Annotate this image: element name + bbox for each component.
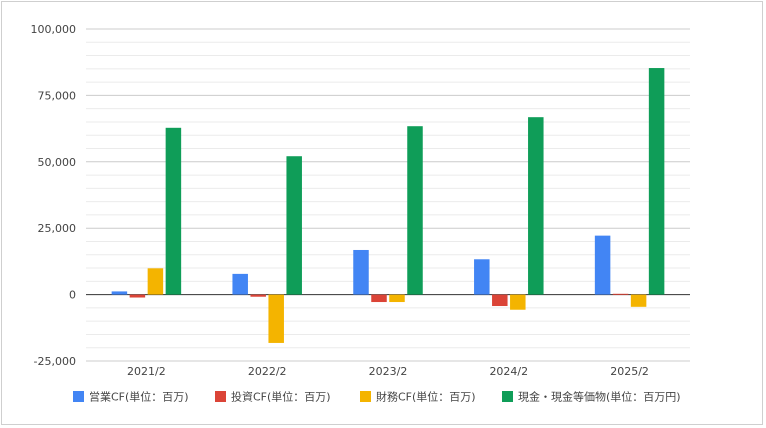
bar-investing-2021-2	[129, 294, 146, 298]
x-tick-label: 2022/2	[248, 365, 287, 378]
bar-operating-2025-2	[594, 235, 611, 295]
legend-swatch	[502, 391, 513, 402]
legend-label: 営業CF(単位：百万)	[89, 390, 189, 404]
y-tick-label: 75,000	[38, 89, 77, 102]
y-tick-label: 50,000	[38, 156, 77, 169]
bar-financing-2023-2	[389, 294, 405, 303]
bar-investing-2024-2	[492, 294, 508, 307]
bar-operating-2022-2	[232, 273, 248, 295]
legend-label: 財務CF(単位：百万)	[376, 390, 476, 404]
bar-operating-2023-2	[353, 249, 369, 295]
x-tick-label: 2023/2	[369, 365, 408, 378]
legend-label: 投資CF(単位：百万)	[231, 390, 331, 404]
x-tick-label: 2025/2	[610, 365, 649, 378]
y-tick-label: 0	[69, 289, 76, 302]
y-tick-label: -25,000	[34, 355, 76, 368]
x-axis-labels: 2021/2 2022/2 2023/2 2024/2 2025/2	[127, 365, 649, 378]
bar-investing-2022-2	[250, 294, 266, 297]
bar-cash-2023-2	[407, 126, 423, 295]
legend-swatch	[215, 391, 226, 402]
y-tick-label: 100,000	[31, 23, 77, 36]
bar-cash-2025-2	[648, 68, 665, 295]
bar-financing-2024-2	[510, 294, 526, 310]
legend-swatch	[73, 391, 84, 402]
bar-investing-2025-2	[612, 293, 629, 295]
bar-cash-2021-2	[165, 127, 182, 295]
bars-group	[111, 68, 665, 343]
bar-financing-2022-2	[268, 294, 284, 343]
bar-cash-2024-2	[528, 117, 544, 295]
bar-cash-2022-2	[286, 156, 302, 295]
grid-lines	[86, 28, 690, 362]
bar-operating-2021-2	[111, 291, 128, 295]
y-tick-label: 25,000	[38, 222, 77, 235]
x-tick-label: 2024/2	[489, 365, 528, 378]
bar-financing-2021-2	[147, 268, 164, 295]
bar-operating-2024-2	[474, 259, 490, 295]
bar-financing-2025-2	[630, 294, 647, 307]
legend: 営業CF(単位：百万) 投資CF(単位：百万) 財務CF(単位：百万) 現金・現金等価…	[73, 390, 681, 404]
legend-swatch	[360, 391, 371, 402]
legend-label: 現金・現金等価物(単位：百万円)	[518, 390, 681, 404]
x-tick-label: 2021/2	[127, 365, 166, 378]
bar-investing-2023-2	[371, 294, 387, 303]
y-axis-labels: 100,000 75,000 50,000 25,000 0 -25,000	[31, 23, 77, 368]
